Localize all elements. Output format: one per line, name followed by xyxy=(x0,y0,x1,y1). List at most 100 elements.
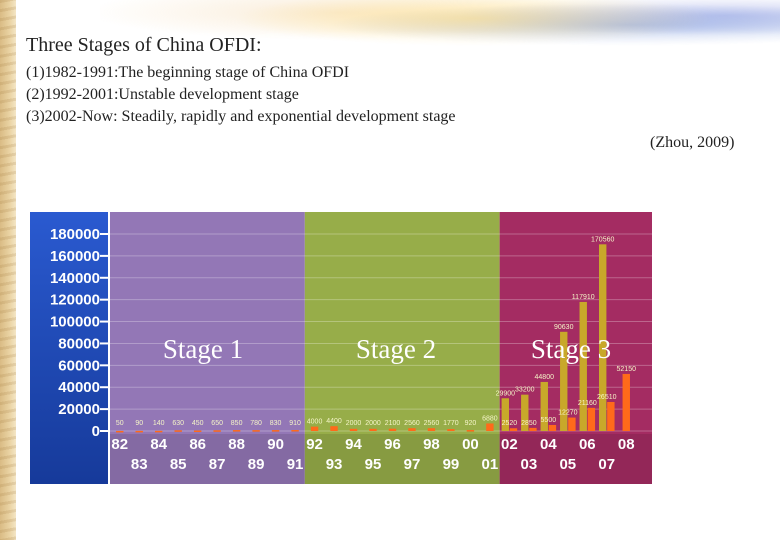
stage-label-3: Stage 3 xyxy=(531,334,611,364)
x-tick-label: 92 xyxy=(306,436,323,453)
data-label-05: 12270 xyxy=(558,410,578,417)
data-label-top-06: 117910 xyxy=(572,294,595,301)
bar-87 xyxy=(213,430,221,432)
stage-band-2 xyxy=(304,212,500,484)
data-label-96: 2100 xyxy=(385,420,401,427)
data-label-top-03: 33200 xyxy=(515,387,535,394)
data-label-06: 21160 xyxy=(578,400,597,407)
x-tick-label: 96 xyxy=(384,436,401,453)
y-tick-label: 160000 xyxy=(50,248,100,265)
y-tick-label: 140000 xyxy=(50,270,100,287)
x-tick-label: 88 xyxy=(228,436,245,453)
x-tick-label: 03 xyxy=(521,456,538,473)
data-label-94: 2000 xyxy=(346,420,362,427)
y-tick-label: 60000 xyxy=(58,357,100,374)
data-label-86: 450 xyxy=(192,420,204,427)
x-tick-label: 82 xyxy=(111,436,128,453)
bar-86 xyxy=(193,430,202,433)
data-label-04: 5500 xyxy=(541,417,557,424)
y-tick-label: 120000 xyxy=(50,292,100,309)
bar-93 xyxy=(330,426,338,431)
x-tick-label: 89 xyxy=(248,456,265,473)
bar-secondary-06 xyxy=(579,301,587,431)
data-label-top-04: 44800 xyxy=(535,374,555,381)
x-tick-label: 94 xyxy=(345,436,362,453)
y-tick-label: 180000 xyxy=(50,226,100,243)
x-tick-label: 83 xyxy=(131,456,148,473)
decorative-banner xyxy=(100,0,780,62)
data-label-87: 650 xyxy=(211,420,223,427)
x-tick-label: 04 xyxy=(540,436,557,453)
slide-title: Three Stages of China OFDI: xyxy=(26,34,262,56)
data-label-97: 2560 xyxy=(404,420,420,427)
x-tick-label: 97 xyxy=(404,456,421,473)
x-tick-label: 00 xyxy=(462,436,479,453)
bar-05 xyxy=(568,417,576,431)
x-tick-label: 01 xyxy=(482,456,499,473)
bar-08 xyxy=(622,373,630,431)
stage-item-2: (2)1992-2001:Unstable development stage xyxy=(26,86,299,103)
y-tick-label: 40000 xyxy=(58,379,100,396)
bar-03 xyxy=(529,427,537,431)
bar-98 xyxy=(427,428,436,431)
data-label-00: 920 xyxy=(465,420,477,427)
stage-item-3: (3)2002-Now: Steadily, rapidly and expon… xyxy=(26,108,456,125)
bar-secondary-03 xyxy=(521,394,529,431)
bar-91 xyxy=(291,430,299,432)
data-label-top-05: 90630 xyxy=(554,324,574,331)
bar-94 xyxy=(349,428,358,431)
y-tick-label: 0 xyxy=(92,423,100,440)
x-tick-label: 02 xyxy=(501,436,518,453)
bar-secondary-07 xyxy=(599,244,607,431)
y-axis-panel xyxy=(30,212,108,484)
bar-84 xyxy=(155,430,163,433)
y-tick-label: 100000 xyxy=(50,314,100,331)
data-label-83: 90 xyxy=(135,420,143,427)
x-tick-label: 08 xyxy=(618,436,635,453)
data-label-84: 140 xyxy=(153,420,165,427)
x-tick-label: 95 xyxy=(365,456,382,473)
data-label-89: 780 xyxy=(250,420,262,427)
data-label-85: 630 xyxy=(172,420,184,427)
x-tick-label: 86 xyxy=(189,436,206,453)
bar-96 xyxy=(388,428,397,431)
bar-secondary-05 xyxy=(560,331,568,431)
data-label-top-02: 29900 xyxy=(496,390,516,397)
data-label-98: 2560 xyxy=(424,420,440,427)
x-tick-label: 05 xyxy=(559,456,576,473)
x-tick-label: 87 xyxy=(209,456,226,473)
data-label-99: 1770 xyxy=(443,420,459,427)
stage-band-1 xyxy=(110,212,305,484)
x-tick-label: 98 xyxy=(423,436,440,453)
data-label-02: 2520 xyxy=(502,420,518,427)
x-tick-label: 07 xyxy=(598,456,615,473)
bar-06 xyxy=(587,407,596,431)
data-label-top-07: 170560 xyxy=(591,236,614,243)
stage-item-1: (1)1982-1991:The beginning stage of Chin… xyxy=(26,64,350,81)
bar-07 xyxy=(607,401,615,431)
stage-label-1: Stage 1 xyxy=(163,334,243,364)
bar-83 xyxy=(135,430,143,433)
x-tick-label: 85 xyxy=(170,456,187,473)
bar-02 xyxy=(509,428,518,431)
data-label-95: 2000 xyxy=(365,420,381,427)
data-label-82: 50 xyxy=(116,420,124,427)
data-label-88: 850 xyxy=(231,420,243,427)
bar-89 xyxy=(252,430,260,432)
y-tick-label: 80000 xyxy=(58,335,100,352)
y-tick-label: 20000 xyxy=(58,401,100,418)
data-label-92: 4000 xyxy=(307,419,323,426)
parchment-border xyxy=(0,0,16,540)
data-label-01: 6880 xyxy=(482,415,498,422)
data-label-08: 52150 xyxy=(617,366,637,373)
x-axis-strip xyxy=(110,434,652,484)
bar-99 xyxy=(447,429,455,431)
data-label-91: 910 xyxy=(289,420,301,427)
stage-band-3 xyxy=(499,212,652,484)
bar-00 xyxy=(466,429,475,432)
data-label-93: 4400 xyxy=(326,418,342,425)
bar-secondary-02 xyxy=(501,398,510,431)
data-label-03: 2850 xyxy=(521,420,537,427)
data-label-90: 830 xyxy=(270,420,282,427)
bar-97 xyxy=(408,428,416,431)
